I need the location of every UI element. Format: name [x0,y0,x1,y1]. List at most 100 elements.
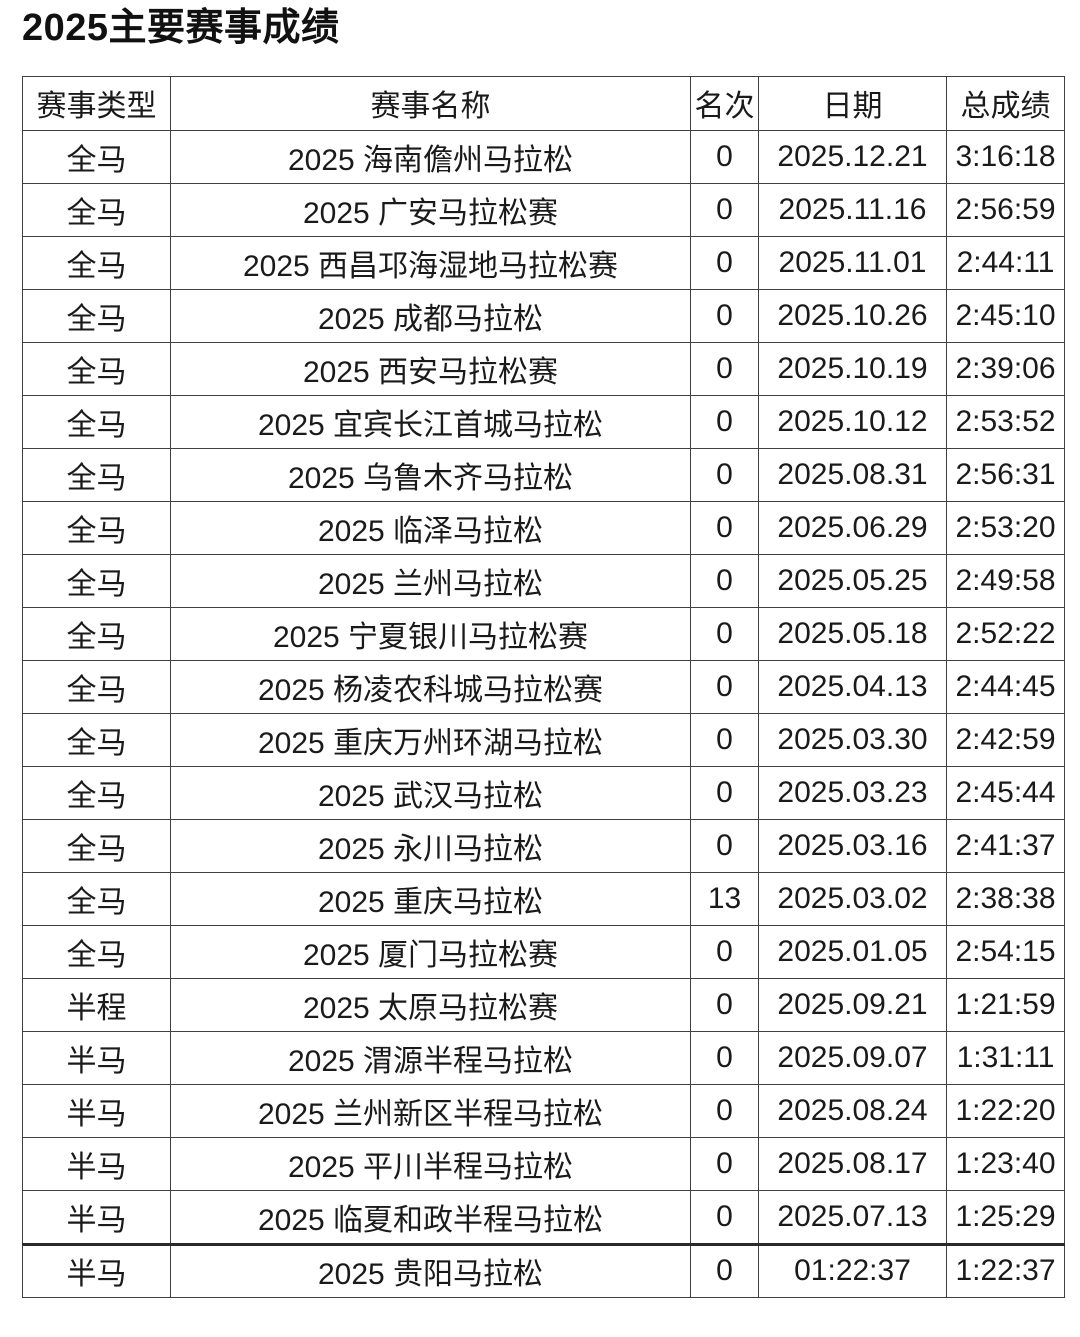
cell-race-name: 2025 厦门马拉松赛 [170,924,691,979]
cell-rank: 0 [690,182,759,237]
cell-race-type: 全马 [22,394,171,449]
cell-rank: 0 [690,659,759,714]
cell-result: 2:52:22 [946,606,1065,661]
cell-race-type: 全马 [22,182,171,237]
cell-race-type: 全马 [22,129,171,184]
cell-race-type: 全马 [22,606,171,661]
cell-race-type: 全马 [22,765,171,820]
cell-rank: 0 [690,977,759,1032]
cell-result: 2:45:10 [946,288,1065,343]
cell-result: 1:22:37 [946,1242,1065,1298]
table-row: 全马 2025 重庆万州环湖马拉松 0 2025.03.30 2:42:59 [22,712,1065,767]
cell-race-name: 2025 海南儋州马拉松 [170,129,691,184]
cell-race-name: 2025 宜宾长江首城马拉松 [170,394,691,449]
cell-rank: 0 [690,288,759,343]
cell-result: 1:22:20 [946,1083,1065,1138]
table-header: 赛事类型 赛事名称 名次 日期 总成绩 [22,75,1065,131]
cell-race-type: 全马 [22,659,171,714]
cell-race-name: 2025 太原马拉松赛 [170,977,691,1032]
table-row: 全马 2025 西安马拉松赛 0 2025.10.19 2:39:06 [22,341,1065,396]
table-row: 全马 2025 临泽马拉松 0 2025.06.29 2:53:20 [22,500,1065,555]
cell-result: 2:49:58 [946,553,1065,608]
table-row: 全马 2025 海南儋州马拉松 0 2025.12.21 3:16:18 [22,129,1065,184]
col-header-date: 日期 [758,75,947,131]
cell-date: 2025.03.30 [758,712,947,767]
cell-result: 2:38:38 [946,871,1065,926]
table-body: 全马 2025 海南儋州马拉松 0 2025.12.21 3:16:18 全马 … [22,129,1065,1298]
cell-race-name: 2025 兰州马拉松 [170,553,691,608]
cell-rank: 13 [690,871,759,926]
table-row: 全马 2025 西昌邛海湿地马拉松赛 0 2025.11.01 2:44:11 [22,235,1065,290]
cell-result: 2:54:15 [946,924,1065,979]
col-header-rank: 名次 [690,75,759,131]
cell-race-type: 全马 [22,341,171,396]
cell-rank: 0 [690,818,759,873]
cell-date: 2025.03.02 [758,871,947,926]
table-row: 半马 2025 渭源半程马拉松 0 2025.09.07 1:31:11 [22,1030,1065,1085]
cell-rank: 0 [690,394,759,449]
cell-race-name: 2025 广安马拉松赛 [170,182,691,237]
cell-race-type: 全马 [22,447,171,502]
cell-date: 2025.01.05 [758,924,947,979]
cell-race-type: 全马 [22,553,171,608]
cell-result: 2:53:20 [946,500,1065,555]
cell-date: 2025.03.16 [758,818,947,873]
cell-race-name: 2025 西昌邛海湿地马拉松赛 [170,235,691,290]
table-row: 半马 2025 平川半程马拉松 0 2025.08.17 1:23:40 [22,1136,1065,1191]
table-row: 全马 2025 重庆马拉松 13 2025.03.02 2:38:38 [22,871,1065,926]
results-table: 赛事类型 赛事名称 名次 日期 总成绩 全马 2025 海南儋州马拉松 0 20… [22,75,1065,1298]
cell-date: 01:22:37 [758,1242,947,1298]
cell-race-name: 2025 永川马拉松 [170,818,691,873]
cell-rank: 0 [690,341,759,396]
cell-result: 2:39:06 [946,341,1065,396]
cell-date: 2025.09.21 [758,977,947,1032]
col-header-result: 总成绩 [946,75,1065,131]
cell-race-name: 2025 重庆万州环湖马拉松 [170,712,691,767]
cell-rank: 0 [690,1083,759,1138]
table-row: 半马 2025 贵阳马拉松 0 01:22:37 1:22:37 [22,1242,1065,1298]
table-row: 全马 2025 永川马拉松 0 2025.03.16 2:41:37 [22,818,1065,873]
cell-race-type: 全马 [22,288,171,343]
cell-race-name: 2025 西安马拉松赛 [170,341,691,396]
cell-race-type: 半程 [22,977,171,1032]
table-row: 半马 2025 兰州新区半程马拉松 0 2025.08.24 1:22:20 [22,1083,1065,1138]
cell-rank: 0 [690,1242,759,1298]
cell-race-type: 半马 [22,1030,171,1085]
cell-race-name: 2025 杨凌农科城马拉松赛 [170,659,691,714]
cell-date: 2025.06.29 [758,500,947,555]
table-row: 全马 2025 广安马拉松赛 0 2025.11.16 2:56:59 [22,182,1065,237]
cell-race-type: 全马 [22,712,171,767]
cell-rank: 0 [690,606,759,661]
cell-rank: 0 [690,500,759,555]
cell-race-type: 全马 [22,235,171,290]
cell-date: 2025.03.23 [758,765,947,820]
cell-race-name: 2025 重庆马拉松 [170,871,691,926]
cell-result: 1:31:11 [946,1030,1065,1085]
cell-result: 2:56:59 [946,182,1065,237]
cell-rank: 0 [690,553,759,608]
cell-date: 2025.09.07 [758,1030,947,1085]
cell-race-name: 2025 乌鲁木齐马拉松 [170,447,691,502]
cell-result: 2:53:52 [946,394,1065,449]
page-title: 2025主要赛事成绩 [22,7,340,49]
cell-race-name: 2025 宁夏银川马拉松赛 [170,606,691,661]
table-row: 全马 2025 兰州马拉松 0 2025.05.25 2:49:58 [22,553,1065,608]
table-row: 半程 2025 太原马拉松赛 0 2025.09.21 1:21:59 [22,977,1065,1032]
cell-date: 2025.05.25 [758,553,947,608]
cell-rank: 0 [690,1136,759,1191]
cell-race-type: 半马 [22,1136,171,1191]
cell-race-name: 2025 平川半程马拉松 [170,1136,691,1191]
cell-date: 2025.04.13 [758,659,947,714]
cell-rank: 0 [690,924,759,979]
cell-race-type: 半马 [22,1189,171,1245]
cell-result: 3:16:18 [946,129,1065,184]
cell-rank: 0 [690,712,759,767]
cell-rank: 0 [690,129,759,184]
cell-date: 2025.08.17 [758,1136,947,1191]
header-row: 赛事类型 赛事名称 名次 日期 总成绩 [22,75,1065,131]
cell-rank: 0 [690,1030,759,1085]
cell-result: 2:56:31 [946,447,1065,502]
cell-race-name: 2025 成都马拉松 [170,288,691,343]
cell-date: 2025.11.01 [758,235,947,290]
cell-rank: 0 [690,765,759,820]
